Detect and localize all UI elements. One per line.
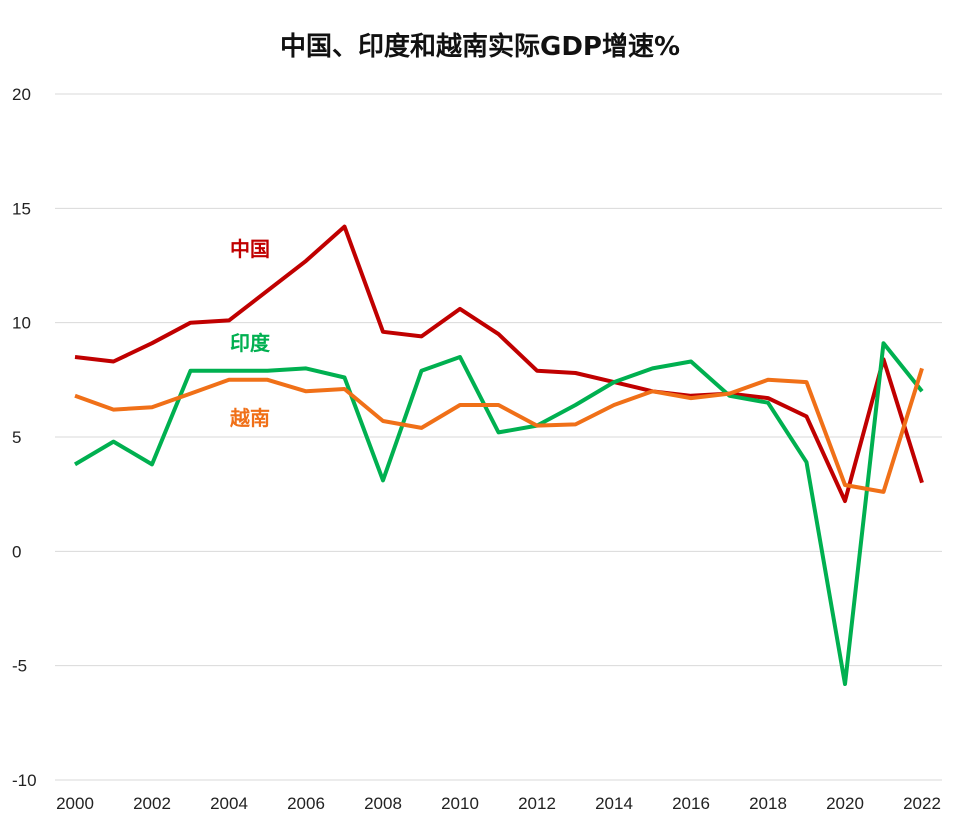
y-tick-label: -10 <box>12 771 37 790</box>
x-tick-label: 2010 <box>441 794 479 813</box>
x-tick-label: 2000 <box>56 794 94 813</box>
x-tick-label: 2020 <box>826 794 864 813</box>
series-label: 印度 <box>230 331 271 355</box>
x-tick-label: 2006 <box>287 794 325 813</box>
y-tick-label: 5 <box>12 428 21 447</box>
y-tick-label: -5 <box>12 657 27 676</box>
series-label: 越南 <box>229 406 270 430</box>
x-tick-label: 2004 <box>210 794 248 813</box>
x-tick-label: 2008 <box>364 794 402 813</box>
y-tick-label: 0 <box>12 542 21 561</box>
x-tick-label: 2016 <box>672 794 710 813</box>
chart-title: 中国、印度和越南实际GDP增速% <box>279 32 681 62</box>
series-label: 中国 <box>230 237 270 261</box>
x-tick-label: 2014 <box>595 794 633 813</box>
x-tick-label: 2012 <box>518 794 556 813</box>
x-tick-label: 2018 <box>749 794 787 813</box>
series-line-2 <box>74 367 924 494</box>
y-tick-label: 10 <box>12 314 31 333</box>
series-line-1 <box>73 341 924 686</box>
x-tick-label: 2002 <box>133 794 171 813</box>
y-tick-label: 15 <box>12 199 31 218</box>
y-tick-label: 20 <box>12 85 31 104</box>
x-tick-label: 2022 <box>903 794 941 813</box>
series-line-0 <box>74 224 924 503</box>
